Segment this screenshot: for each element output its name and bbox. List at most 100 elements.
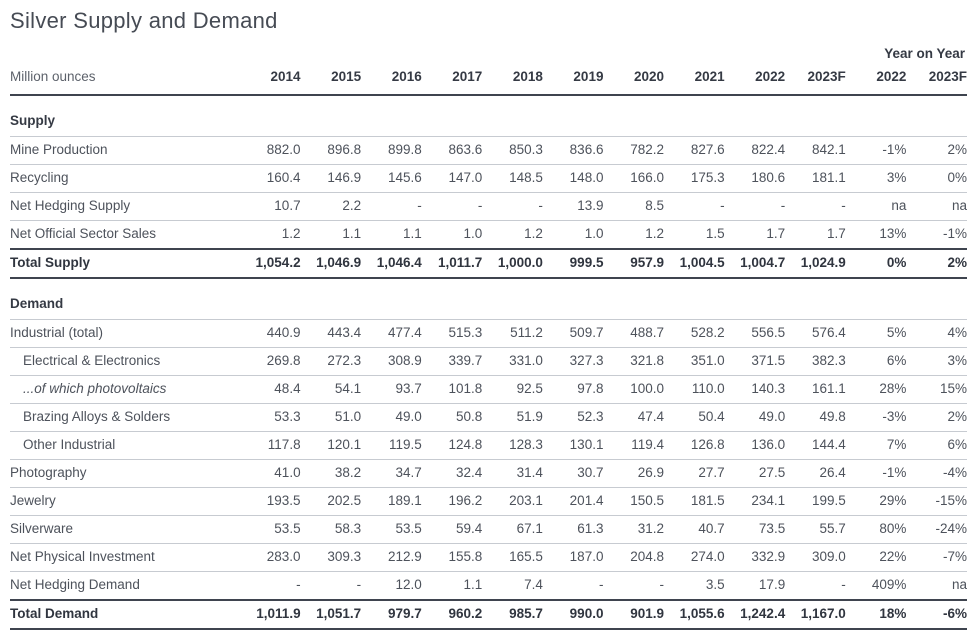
value-cell: 61.3 — [542, 515, 604, 544]
value-cell: - — [724, 192, 786, 221]
value-cell: 204.8 — [603, 543, 665, 572]
value-cell: 509.7 — [542, 319, 604, 348]
value-cell: 181.1 — [785, 164, 846, 193]
value-cell: 1.1 — [361, 220, 422, 250]
value-cell: 27.7 — [664, 459, 725, 488]
year-on-year-header: Year on Year — [884, 46, 965, 61]
row-label: Net Official Sector Sales — [10, 220, 240, 250]
row-label: Photography — [10, 459, 240, 488]
value-cell: 189.1 — [361, 487, 422, 516]
value-cell: 1,024.9 — [785, 248, 846, 279]
value-cell: 144.4 — [785, 431, 846, 460]
value-cell: 515.3 — [421, 319, 483, 348]
value-cell: 93.7 — [361, 375, 422, 404]
unit-label: Million ounces — [10, 64, 240, 96]
value-cell: 130.1 — [542, 431, 604, 460]
value-cell: 40.7 — [664, 515, 725, 544]
value-cell: 146.9 — [300, 164, 362, 193]
yoy-cell: -1% — [906, 220, 967, 250]
value-cell: 901.9 — [603, 599, 665, 630]
value-cell: 1,046.9 — [300, 248, 362, 279]
value-cell: 1.0 — [542, 220, 604, 250]
value-cell: 842.1 — [785, 136, 846, 165]
value-cell: 1.0 — [421, 220, 483, 250]
table-row: Total Demand 1,011.9 1,051.7 979.7 960.2 985.… — [10, 599, 967, 630]
value-cell: 3.5 — [664, 571, 725, 601]
yoy-cell: 80% — [845, 515, 907, 544]
row-label: Mine Production — [10, 136, 240, 165]
section-header-row: Demand — [10, 278, 967, 320]
value-cell: 92.5 — [482, 375, 543, 404]
value-cell: 1.7 — [785, 220, 846, 250]
table-row: Electrical & Electronics 269.8 272.3 308.9 3… — [10, 347, 967, 376]
table-row: Other Industrial 117.8 120.1 119.5 124.8 128.… — [10, 431, 967, 460]
yoy-cell: 2% — [906, 403, 967, 432]
yoy-cell: -4% — [906, 459, 967, 488]
value-cell: 477.4 — [361, 319, 422, 348]
value-cell: 150.5 — [603, 487, 665, 516]
value-cell: 371.5 — [724, 347, 786, 376]
table-row: Recycling 160.4 146.9 145.6 147.0 148.5 148.0 1… — [10, 164, 967, 193]
value-cell: 836.6 — [542, 136, 604, 165]
value-cell: 101.8 — [421, 375, 483, 404]
value-cell: 1,004.5 — [664, 248, 725, 279]
value-cell: 272.3 — [300, 347, 362, 376]
value-cell: 52.3 — [542, 403, 604, 432]
value-cell: 283.0 — [240, 543, 301, 572]
value-cell: 1,242.4 — [724, 599, 786, 630]
value-cell: 117.8 — [240, 431, 301, 460]
value-cell: 47.4 — [603, 403, 665, 432]
value-cell: 882.0 — [240, 136, 301, 165]
year-column-header: 2018 — [482, 64, 543, 96]
value-cell: 1,004.7 — [724, 248, 786, 279]
value-cell: 990.0 — [542, 599, 604, 630]
row-label: Recycling — [10, 164, 240, 193]
table-row: Net Hedging Supply 10.7 2.2- - -13.9 8.5- - - na… — [10, 192, 967, 221]
table-row: Silverware 53.5 58.3 53.5 59.4 67.1 61.3 31.2 40… — [10, 515, 967, 544]
value-cell: 49.0 — [361, 403, 422, 432]
row-label: Electrical & Electronics — [10, 347, 240, 376]
yoy-cell: na — [906, 571, 967, 601]
year-column-header: 2022 — [724, 64, 786, 96]
value-cell: 822.4 — [724, 136, 786, 165]
year-column-header: 2017 — [421, 64, 483, 96]
value-cell: 136.0 — [724, 431, 786, 460]
value-cell: 124.8 — [421, 431, 483, 460]
value-cell: 193.5 — [240, 487, 301, 516]
value-cell: 1.2 — [603, 220, 665, 250]
value-cell: 100.0 — [603, 375, 665, 404]
value-cell: 269.8 — [240, 347, 301, 376]
value-cell: 12.0 — [361, 571, 422, 601]
value-cell: - — [785, 192, 846, 221]
value-cell: 27.5 — [724, 459, 786, 488]
yoy-cell: 409% — [845, 571, 907, 601]
value-cell: 119.5 — [361, 431, 422, 460]
yoy-cell: -3% — [845, 403, 907, 432]
yoy-column-header: 2022 — [845, 64, 907, 96]
table-row: Photography 41.0 38.2 34.7 32.4 31.4 30.7 26.9 2… — [10, 459, 967, 488]
value-cell: 443.4 — [300, 319, 362, 348]
value-cell: 863.6 — [421, 136, 483, 165]
value-cell: 1,011.7 — [421, 248, 483, 279]
value-cell: 41.0 — [240, 459, 301, 488]
value-cell: 145.6 — [361, 164, 422, 193]
value-cell: 1.2 — [482, 220, 543, 250]
value-cell: 332.9 — [724, 543, 786, 572]
value-cell: 351.0 — [664, 347, 725, 376]
yoy-cell: 3% — [845, 164, 907, 193]
value-cell: 165.5 — [482, 543, 543, 572]
value-cell: 120.1 — [300, 431, 362, 460]
value-cell: 161.1 — [785, 375, 846, 404]
value-cell: 26.4 — [785, 459, 846, 488]
table-row: Net Hedging Demand - -12.0 1.1 7.4- -3.5 17.9-… — [10, 571, 967, 601]
value-cell: - — [785, 571, 846, 601]
value-cell: 274.0 — [664, 543, 725, 572]
value-cell: 1,046.4 — [361, 248, 422, 279]
table-row: Mine Production 882.0 896.8 899.8 863.6 850.3… — [10, 136, 967, 165]
page-title: Silver Supply and Demand — [10, 8, 278, 33]
row-label: Brazing Alloys & Solders — [10, 403, 240, 432]
value-cell: 203.1 — [482, 487, 543, 516]
value-cell: 187.0 — [542, 543, 604, 572]
silver-supply-demand-table: Million ounces 2014 2015 2016 2017 2018 2019 20… — [10, 64, 967, 630]
section-title: Supply — [10, 95, 967, 137]
